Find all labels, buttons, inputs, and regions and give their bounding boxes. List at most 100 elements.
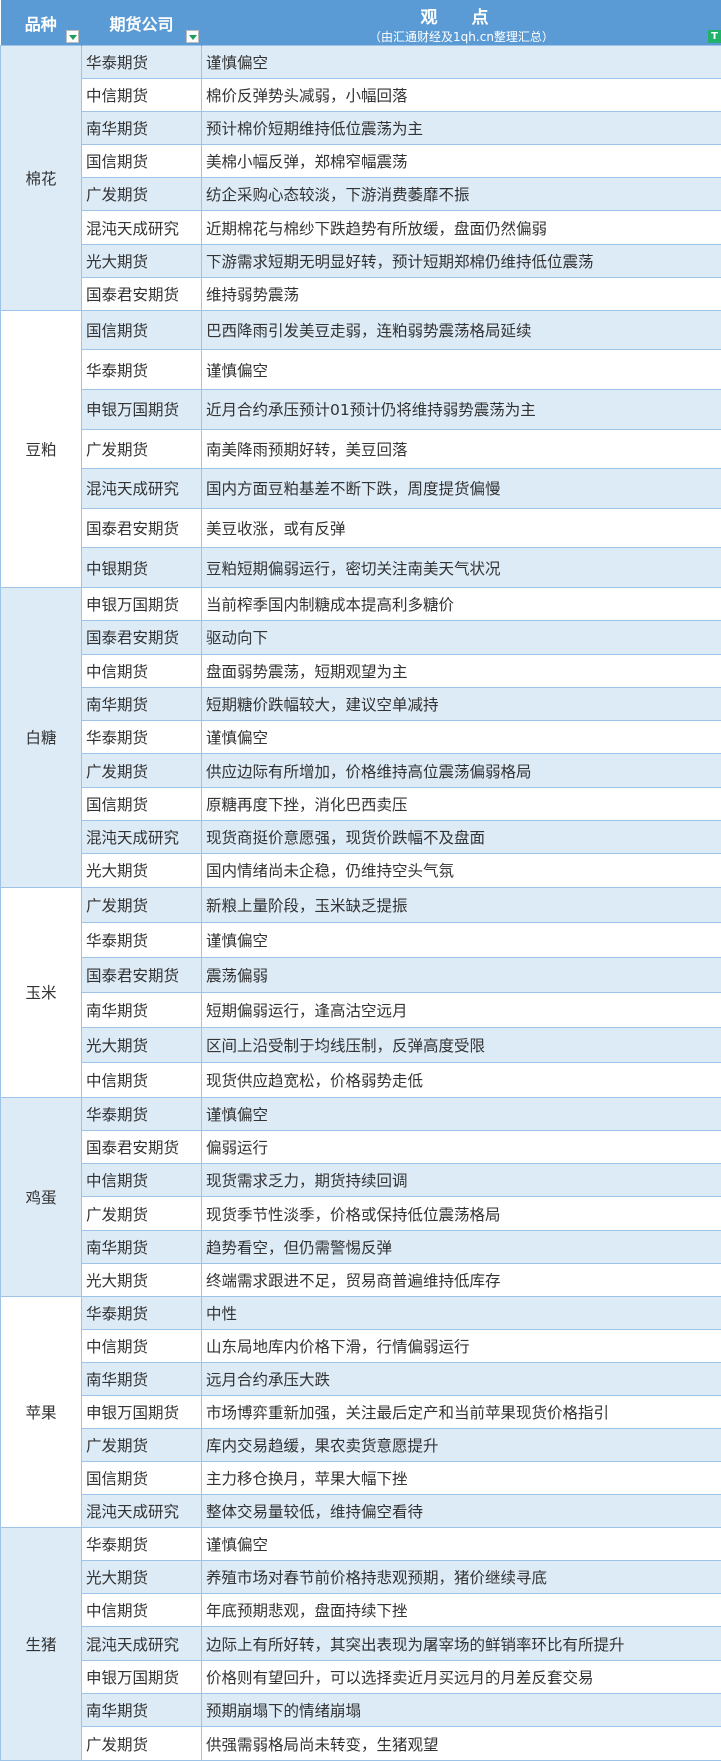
view-cell: 棉价反弹势头减弱，小幅回落 (201, 78, 721, 113)
table-row: 棉花 华泰期货 谨慎偏空 (0, 44, 721, 311)
header-company: 期货公司 (81, 0, 202, 46)
company-cell: 光大期货 (81, 853, 202, 888)
header-view-subtitle: （由汇通财经及1qh.cn整理汇总） (369, 29, 554, 44)
company-cell: 广发期货 (81, 1196, 202, 1231)
company-cell: 申银万国期货 (81, 388, 202, 430)
table-row: 南华期货 短期偏弱运行，逢高沽空远月 (1, 991, 721, 1028)
company-cell: 华泰期货 (81, 44, 202, 80)
company-cell: 国泰君安期货 (81, 507, 202, 549)
company-cell: 申银万国期货 (81, 586, 202, 622)
table-row: 国泰君安期货 偏弱运行 (1, 1129, 721, 1165)
table-row: 混沌天成研究 国内方面豆粕基差不断下跌，周度提货偏慢 (1, 468, 721, 509)
company-cell: 中信期货 (81, 1593, 202, 1628)
view-cell: 纺企采购心态较淡，下游消费萎靡不振 (201, 177, 721, 212)
table-row: 国信期货 美棉小幅反弹，郑棉窄幅震荡 (1, 144, 721, 179)
company-cell: 广发期货 (81, 753, 202, 788)
view-cell: 南美降雨预期好转，美豆回落 (201, 428, 721, 470)
header-company-label: 期货公司 (109, 14, 174, 34)
table-row: 申银万国期货 价格则有望回升，可以选择卖近月买远月的月差反套交易 (1, 1659, 721, 1695)
view-cell: 中性 (201, 1296, 721, 1331)
filter-dropdown-icon[interactable] (66, 30, 79, 43)
view-cell: 区间上沿受制于均线压制，反弹高度受限 (201, 1026, 721, 1063)
view-cell: 盘面弱势震荡，短期观望为主 (201, 653, 721, 688)
view-cell: 主力移仓换月，苹果大幅下挫 (201, 1460, 721, 1495)
view-cell: 远月合约承压大跌 (201, 1362, 721, 1397)
view-cell: 巴西降雨引发美豆走弱，连粕弱势震荡格局延续 (201, 309, 721, 351)
view-cell: 短期偏弱运行，逢高沽空远月 (201, 991, 721, 1028)
company-cell: 广发期货 (81, 1427, 202, 1462)
view-cell: 养殖市场对春节前价格持悲观预期，猪价继续寻底 (201, 1559, 721, 1595)
view-cell: 市场博弈重新加强，关注最后定产和当前苹果现货价格指引 (201, 1395, 721, 1429)
table-row: 国泰君安期货 震荡偏弱 (1, 956, 721, 993)
table-row: 玉米 广发期货 新粮上量阶段，玉米缺乏提振 (0, 886, 721, 1098)
header-row: 品种 期货公司 观 点 （由汇通财经及1qh.cn整理汇总） T (0, 0, 721, 46)
view-cell: 价格则有望回升，可以选择卖近月买远月的月差反套交易 (201, 1659, 721, 1695)
table-row: 光大期货 区间上沿受制于均线压制，反弹高度受限 (1, 1026, 721, 1063)
table-row: 南华期货 趋势看空，但仍需警惕反弹 (1, 1229, 721, 1265)
view-cell: 国内情绪尚未企稳，仍维持空头气氛 (201, 853, 721, 888)
filter-active-icon[interactable]: T (708, 30, 721, 43)
view-cell: 预期崩塌下的情绪崩塌 (201, 1693, 721, 1728)
company-cell: 中信期货 (81, 1061, 202, 1098)
company-cell: 国泰君安期货 (81, 956, 202, 993)
category-cell: 玉米 (0, 886, 82, 1098)
header-view-title: 观 点 (420, 7, 503, 28)
category-cell: 生猪 (0, 1526, 82, 1761)
company-cell: 中信期货 (81, 1163, 202, 1198)
company-cell: 华泰期货 (81, 1526, 202, 1561)
company-cell: 广发期货 (81, 886, 202, 923)
category-cell: 苹果 (0, 1296, 82, 1528)
company-cell: 南华期货 (81, 1362, 202, 1397)
table-row: 生猪 华泰期货 谨慎偏空 (0, 1526, 721, 1761)
company-cell: 华泰期货 (81, 720, 202, 755)
view-cell: 近期棉花与棉纱下跌趋势有所放缓，盘面仍然偏弱 (201, 210, 721, 245)
view-cell: 现货季节性淡季，价格或保持低位震荡格局 (201, 1196, 721, 1231)
view-cell: 谨慎偏空 (201, 1526, 721, 1561)
view-cell: 豆粕短期偏弱运行，密切关注南美天气状况 (201, 547, 721, 588)
view-cell: 终端需求跟进不足，贸易商普遍维持低库存 (201, 1263, 721, 1298)
table-row: 华泰期货 谨慎偏空 (1, 349, 721, 390)
view-cell: 近月合约承压预计01预计仍将维持弱势震荡为主 (201, 388, 721, 430)
table-row: 混沌天成研究 边际上有所好转，其突出表现为屠宰场的鲜销率环比有所提升 (1, 1626, 721, 1661)
table-row: 光大期货 养殖市场对春节前价格持悲观预期，猪价继续寻底 (1, 1559, 721, 1595)
company-cell: 混沌天成研究 (81, 210, 202, 245)
view-cell: 谨慎偏空 (201, 44, 721, 80)
table-row: 南华期货 短期糖价跌幅较大，建议空单减持 (1, 686, 721, 722)
view-cell: 现货商挺价意愿强，现货价跌幅不及盘面 (201, 819, 721, 855)
category-cell: 白糖 (0, 586, 82, 888)
header-category: 品种 (0, 0, 82, 46)
category-cell: 鸡蛋 (0, 1096, 82, 1298)
table-row: 豆粕 国信期货 巴西降雨引发美豆走弱，连粕弱势震荡格局延续 (0, 309, 721, 588)
company-cell: 广发期货 (81, 1726, 202, 1761)
table-body: 棉花 华泰期货 谨慎偏空 中信期货 棉价反弹势头减弱，小幅回落 南华期货 预计棉价短期维持低… (0, 44, 721, 1761)
table-row: 混沌天成研究 现货商挺价意愿强，现货价跌幅不及盘面 (1, 819, 721, 855)
company-cell: 光大期货 (81, 1263, 202, 1298)
view-cell: 震荡偏弱 (201, 956, 721, 993)
table-row: 申银万国期货 市场博弈重新加强，关注最后定产和当前苹果现货价格指引 (1, 1395, 721, 1429)
company-cell: 光大期货 (81, 243, 202, 278)
header-category-label: 品种 (24, 14, 57, 34)
company-cell: 国泰君安期货 (81, 276, 202, 311)
filter-dropdown-icon[interactable] (186, 30, 199, 43)
company-cell: 中信期货 (81, 1329, 202, 1364)
view-cell: 山东局地库内价格下滑，行情偏弱运行 (201, 1329, 721, 1364)
view-cell: 供应边际有所增加，价格维持高位震荡偏弱格局 (201, 753, 721, 788)
view-cell: 国内方面豆粕基差不断下跌，周度提货偏慢 (201, 468, 721, 509)
company-cell: 国泰君安期货 (81, 1129, 202, 1165)
table-row: 广发期货 库内交易趋缓，果农卖货意愿提升 (1, 1427, 721, 1462)
table-row: 国信期货 主力移仓换月，苹果大幅下挫 (1, 1460, 721, 1495)
view-cell: 谨慎偏空 (201, 349, 721, 390)
table-row: 申银万国期货 近月合约承压预计01预计仍将维持弱势震荡为主 (1, 388, 721, 430)
company-cell: 国信期货 (81, 786, 202, 821)
table-row: 国泰君安期货 维持弱势震荡 (1, 276, 721, 311)
view-cell: 趋势看空，但仍需警惕反弹 (201, 1229, 721, 1265)
view-cell: 当前榨季国内制糖成本提高利多糖价 (201, 586, 721, 622)
table-row: 中信期货 山东局地库内价格下滑，行情偏弱运行 (1, 1329, 721, 1364)
company-cell: 华泰期货 (81, 349, 202, 390)
view-cell: 供强需弱格局尚未转变，生猪观望 (201, 1726, 721, 1761)
company-cell: 中信期货 (81, 653, 202, 688)
table-row: 广发期货 纺企采购心态较淡，下游消费萎靡不振 (1, 177, 721, 212)
table-row: 混沌天成研究 整体交易量较低，维持偏空看待 (1, 1493, 721, 1528)
company-cell: 光大期货 (81, 1559, 202, 1595)
